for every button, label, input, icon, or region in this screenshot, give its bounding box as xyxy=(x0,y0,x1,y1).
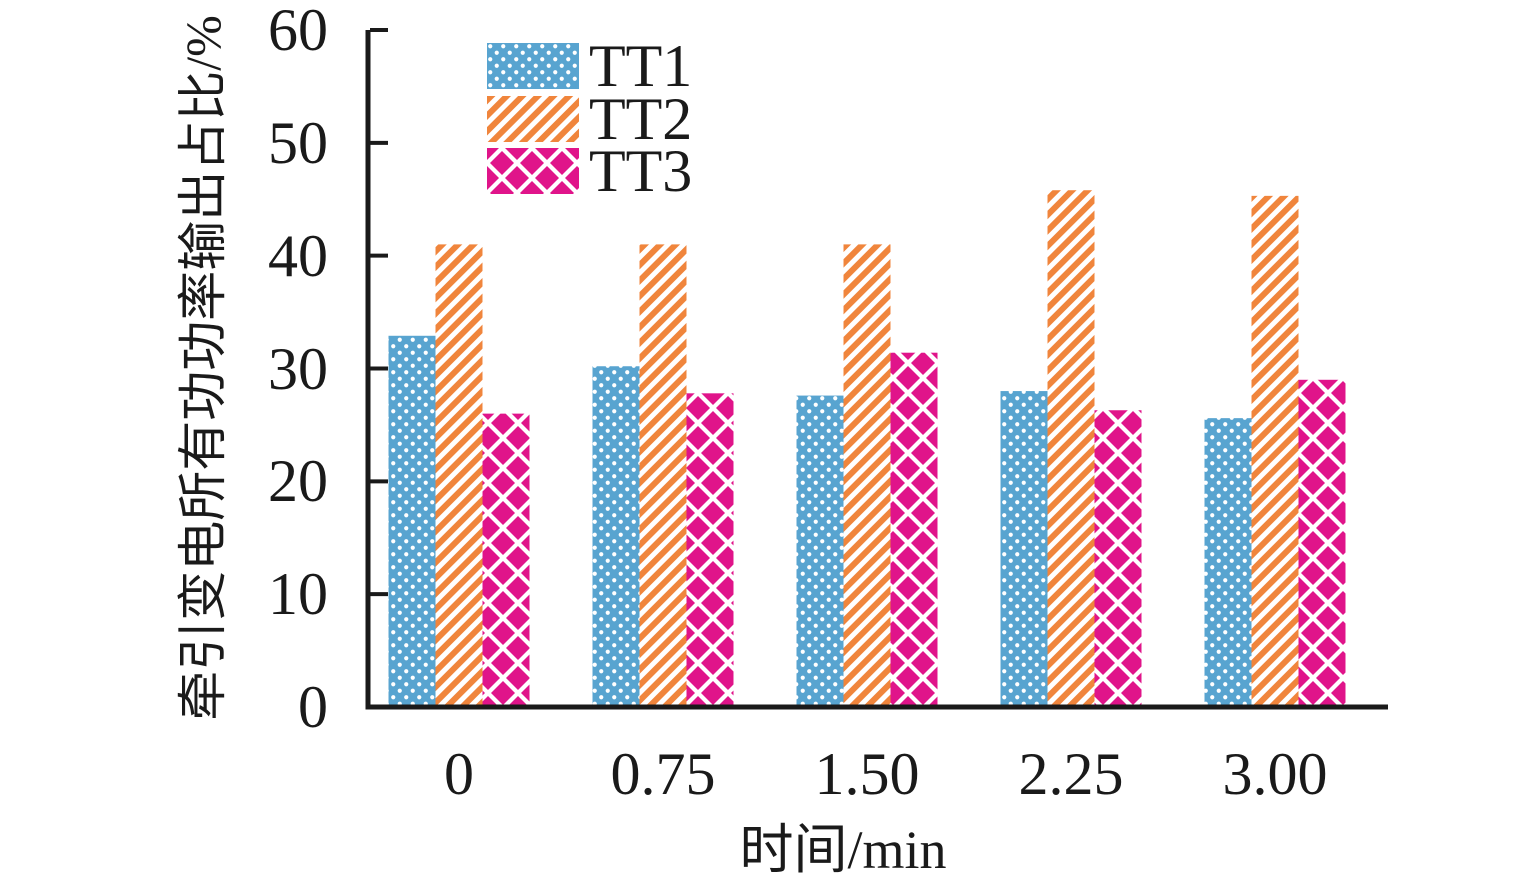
x-axis-title: 时间/min xyxy=(739,820,947,880)
legend-swatch-tt1-icon xyxy=(487,43,579,89)
bar-tt3-x1.50 xyxy=(890,352,938,707)
plot-area xyxy=(365,28,1388,710)
y-tick-label-50: 50 xyxy=(268,109,328,176)
bar-tt2-x2.25 xyxy=(1047,190,1095,707)
legend-swatch-tt3-icon xyxy=(487,148,579,194)
bar-tt2-x0 xyxy=(435,244,483,707)
y-tick-label-0: 0 xyxy=(298,674,328,740)
axis-spines xyxy=(365,30,1388,710)
legend-item-tt2: TT2 xyxy=(487,85,693,152)
y-tick-label-20: 20 xyxy=(268,448,328,515)
bar-tt2-x3.00 xyxy=(1251,195,1299,708)
bar-tt2-x1.50 xyxy=(843,244,891,707)
legend-item-tt3: TT3 xyxy=(487,138,693,204)
y-tick-label-60: 60 xyxy=(268,0,328,63)
bar-tt1-x2.25 xyxy=(1000,391,1048,707)
bar-tt3-x2.25 xyxy=(1094,410,1142,707)
y-tick-label-30: 30 xyxy=(268,335,328,402)
bar-tt3-x0.75 xyxy=(686,393,734,707)
bar-tt3-x3.00 xyxy=(1298,379,1346,707)
bar-tt3-x0 xyxy=(482,413,530,707)
bar-tt1-x0.75 xyxy=(592,366,640,707)
x-tick-label-3.00: 3.00 xyxy=(1222,741,1328,807)
bar-tt1-x1.50 xyxy=(796,395,844,707)
legend-item-tt1: TT1 xyxy=(487,33,693,99)
y-tick-label-10: 10 xyxy=(268,561,328,628)
x-tick-label-0.75: 0.75 xyxy=(610,741,716,807)
legend-label-tt1: TT1 xyxy=(589,33,693,99)
bar-tt2-x0.75 xyxy=(639,244,687,707)
x-tick-label-2.25: 2.25 xyxy=(1018,741,1124,807)
x-tick-label-0: 0 xyxy=(444,741,474,807)
x-tick-label-1.50: 1.50 xyxy=(814,741,920,807)
legend-label-tt3: TT3 xyxy=(589,138,693,204)
legend-swatch-tt2-icon xyxy=(487,95,579,142)
y-tick-label-40: 40 xyxy=(268,222,328,289)
legend-label-tt2: TT2 xyxy=(589,85,693,152)
bar-tt1-x3.00 xyxy=(1204,418,1252,707)
bar-tt1-x0 xyxy=(388,335,436,707)
